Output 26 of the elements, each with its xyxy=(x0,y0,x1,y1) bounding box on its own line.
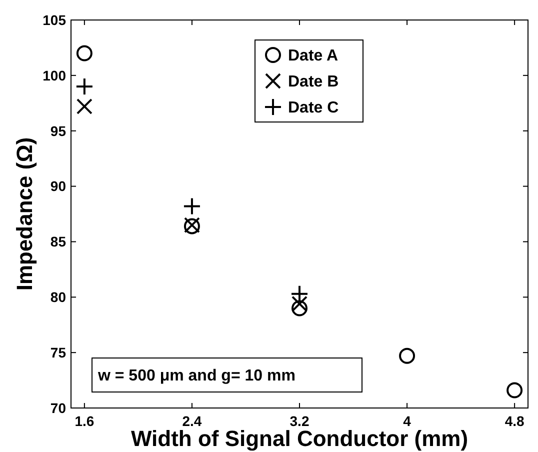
point xyxy=(76,98,92,114)
y-tick-label: 95 xyxy=(50,122,66,139)
y-tick-label: 100 xyxy=(42,67,66,84)
point xyxy=(182,197,201,216)
legend-label: Date B xyxy=(288,74,339,91)
y-tick-label: 90 xyxy=(50,178,66,194)
y-tick-label: 80 xyxy=(50,289,66,306)
legend-label: Date C xyxy=(288,100,340,117)
y-tick-label: 70 xyxy=(50,400,66,416)
x-tick-label: 4.8 xyxy=(504,413,524,429)
x-tick-label: 2.4 xyxy=(182,413,202,429)
point xyxy=(292,300,308,316)
x-tick-label: 1.6 xyxy=(74,413,94,429)
y-tick-label: 85 xyxy=(50,234,66,250)
x-axis-title: Width of Signal Conductor (mm) xyxy=(130,426,468,451)
y-axis-title: Impedance (Ω) xyxy=(12,137,37,291)
legend-label: Date A xyxy=(288,48,339,65)
x-tick-label: 4 xyxy=(403,413,412,429)
annotation: w = 500 μm and g= 10 mm xyxy=(97,368,296,385)
point xyxy=(506,382,523,398)
y-tick-label: 105 xyxy=(42,12,66,28)
x-tick-label: 3.2 xyxy=(290,413,310,429)
y-tick-label: 75 xyxy=(50,344,66,360)
point xyxy=(399,348,416,364)
point xyxy=(75,78,94,96)
point xyxy=(76,45,92,62)
